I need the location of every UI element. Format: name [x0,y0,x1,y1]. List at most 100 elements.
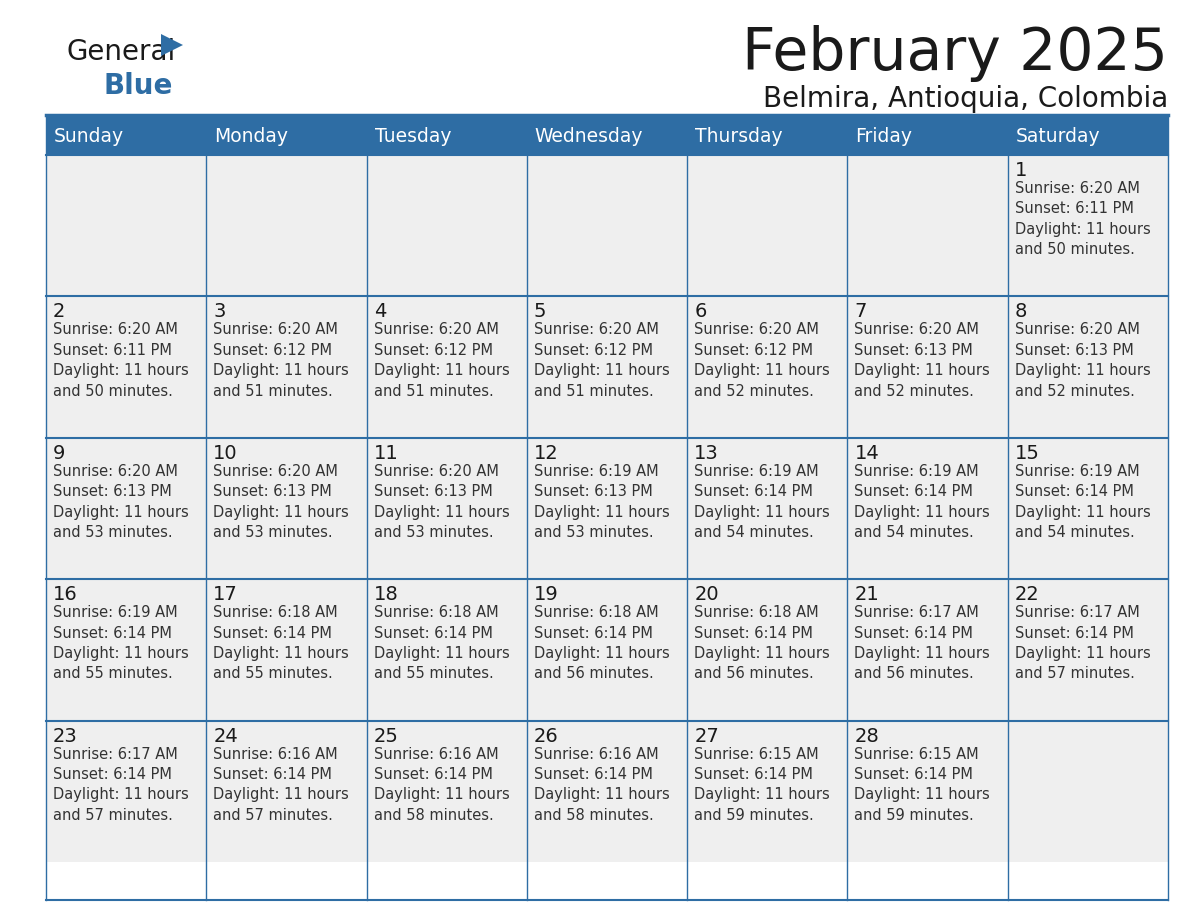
Text: 27: 27 [694,727,719,745]
Bar [687,438,847,579]
Bar [46,721,207,862]
Text: 5: 5 [533,302,546,321]
Text: 16: 16 [53,585,77,604]
Text: 28: 28 [854,727,879,745]
Text: 11: 11 [373,443,398,463]
Text: Sunrise: 6:16 AM
Sunset: 6:14 PM
Daylight: 11 hours
and 58 minutes.: Sunrise: 6:16 AM Sunset: 6:14 PM Dayligh… [533,746,670,823]
Text: Sunrise: 6:20 AM
Sunset: 6:13 PM
Daylight: 11 hours
and 52 minutes.: Sunrise: 6:20 AM Sunset: 6:13 PM Dayligh… [854,322,990,398]
Bar [526,721,687,862]
Text: Sunrise: 6:20 AM
Sunset: 6:13 PM
Daylight: 11 hours
and 53 minutes.: Sunrise: 6:20 AM Sunset: 6:13 PM Dayligh… [53,464,189,540]
Bar [46,297,207,438]
Text: Sunrise: 6:18 AM
Sunset: 6:14 PM
Daylight: 11 hours
and 55 minutes.: Sunrise: 6:18 AM Sunset: 6:14 PM Dayligh… [214,605,349,681]
Text: Belmira, Antioquia, Colombia: Belmira, Antioquia, Colombia [763,85,1168,113]
Text: Sunrise: 6:15 AM
Sunset: 6:14 PM
Daylight: 11 hours
and 59 minutes.: Sunrise: 6:15 AM Sunset: 6:14 PM Dayligh… [694,746,830,823]
Bar [847,579,1007,721]
Text: Sunrise: 6:20 AM
Sunset: 6:13 PM
Daylight: 11 hours
and 52 minutes.: Sunrise: 6:20 AM Sunset: 6:13 PM Dayligh… [1015,322,1150,398]
Bar [1007,721,1168,862]
Text: 15: 15 [1015,443,1040,463]
Bar [687,721,847,862]
Text: Sunrise: 6:18 AM
Sunset: 6:14 PM
Daylight: 11 hours
and 56 minutes.: Sunrise: 6:18 AM Sunset: 6:14 PM Dayligh… [533,605,670,681]
Text: Friday: Friday [855,127,912,145]
Bar [1007,155,1168,297]
Text: 19: 19 [533,585,558,604]
Bar [526,438,687,579]
Text: 14: 14 [854,443,879,463]
Text: 23: 23 [53,727,77,745]
Text: February 2025: February 2025 [742,25,1168,82]
Bar [847,297,1007,438]
Text: Sunrise: 6:18 AM
Sunset: 6:14 PM
Daylight: 11 hours
and 55 minutes.: Sunrise: 6:18 AM Sunset: 6:14 PM Dayligh… [373,605,510,681]
Text: 4: 4 [373,302,386,321]
Bar [207,438,367,579]
Text: 6: 6 [694,302,707,321]
Bar [46,438,207,579]
Text: 22: 22 [1015,585,1040,604]
Text: 8: 8 [1015,302,1028,321]
Text: 10: 10 [214,443,238,463]
Bar [687,297,847,438]
Text: Sunrise: 6:20 AM
Sunset: 6:12 PM
Daylight: 11 hours
and 51 minutes.: Sunrise: 6:20 AM Sunset: 6:12 PM Dayligh… [533,322,670,398]
Bar [46,579,207,721]
Bar [207,297,367,438]
Text: 17: 17 [214,585,238,604]
Polygon shape [162,34,183,56]
Text: 12: 12 [533,443,558,463]
Text: Sunrise: 6:17 AM
Sunset: 6:14 PM
Daylight: 11 hours
and 57 minutes.: Sunrise: 6:17 AM Sunset: 6:14 PM Dayligh… [53,746,189,823]
Text: Sunrise: 6:20 AM
Sunset: 6:12 PM
Daylight: 11 hours
and 51 minutes.: Sunrise: 6:20 AM Sunset: 6:12 PM Dayligh… [373,322,510,398]
Text: 2: 2 [53,302,65,321]
Text: Sunrise: 6:19 AM
Sunset: 6:14 PM
Daylight: 11 hours
and 54 minutes.: Sunrise: 6:19 AM Sunset: 6:14 PM Dayligh… [694,464,830,540]
Text: Thursday: Thursday [695,127,783,145]
Bar [367,579,526,721]
Text: Sunrise: 6:20 AM
Sunset: 6:11 PM
Daylight: 11 hours
and 50 minutes.: Sunrise: 6:20 AM Sunset: 6:11 PM Dayligh… [53,322,189,398]
Text: Sunrise: 6:17 AM
Sunset: 6:14 PM
Daylight: 11 hours
and 56 minutes.: Sunrise: 6:17 AM Sunset: 6:14 PM Dayligh… [854,605,990,681]
Bar [207,579,367,721]
Text: Tuesday: Tuesday [374,127,451,145]
Text: Sunrise: 6:19 AM
Sunset: 6:13 PM
Daylight: 11 hours
and 53 minutes.: Sunrise: 6:19 AM Sunset: 6:13 PM Dayligh… [533,464,670,540]
Text: Sunrise: 6:20 AM
Sunset: 6:13 PM
Daylight: 11 hours
and 53 minutes.: Sunrise: 6:20 AM Sunset: 6:13 PM Dayligh… [373,464,510,540]
Text: Sunrise: 6:15 AM
Sunset: 6:14 PM
Daylight: 11 hours
and 59 minutes.: Sunrise: 6:15 AM Sunset: 6:14 PM Dayligh… [854,746,990,823]
Bar [367,721,526,862]
Bar [1007,438,1168,579]
Text: Sunrise: 6:19 AM
Sunset: 6:14 PM
Daylight: 11 hours
and 54 minutes.: Sunrise: 6:19 AM Sunset: 6:14 PM Dayligh… [1015,464,1150,540]
Bar [847,155,1007,297]
Text: General: General [67,38,176,66]
Text: 1: 1 [1015,161,1028,180]
Bar [46,117,1168,155]
Bar [526,155,687,297]
Text: Sunday: Sunday [53,127,124,145]
Text: 26: 26 [533,727,558,745]
Text: 25: 25 [373,727,398,745]
Text: 9: 9 [53,443,65,463]
Bar [46,155,207,297]
Text: Sunrise: 6:16 AM
Sunset: 6:14 PM
Daylight: 11 hours
and 57 minutes.: Sunrise: 6:16 AM Sunset: 6:14 PM Dayligh… [214,746,349,823]
Bar [526,579,687,721]
Text: Sunrise: 6:17 AM
Sunset: 6:14 PM
Daylight: 11 hours
and 57 minutes.: Sunrise: 6:17 AM Sunset: 6:14 PM Dayligh… [1015,605,1150,681]
Bar [687,579,847,721]
Bar [207,155,367,297]
Text: 13: 13 [694,443,719,463]
Text: 24: 24 [214,727,238,745]
Text: Sunrise: 6:20 AM
Sunset: 6:13 PM
Daylight: 11 hours
and 53 minutes.: Sunrise: 6:20 AM Sunset: 6:13 PM Dayligh… [214,464,349,540]
Bar [367,297,526,438]
Text: Saturday: Saturday [1016,127,1100,145]
Text: Sunrise: 6:19 AM
Sunset: 6:14 PM
Daylight: 11 hours
and 54 minutes.: Sunrise: 6:19 AM Sunset: 6:14 PM Dayligh… [854,464,990,540]
Bar [367,438,526,579]
Text: 18: 18 [373,585,398,604]
Bar [687,155,847,297]
Text: Sunrise: 6:20 AM
Sunset: 6:12 PM
Daylight: 11 hours
and 51 minutes.: Sunrise: 6:20 AM Sunset: 6:12 PM Dayligh… [214,322,349,398]
Text: 20: 20 [694,585,719,604]
Text: Monday: Monday [214,127,289,145]
Text: 3: 3 [214,302,226,321]
Text: Sunrise: 6:20 AM
Sunset: 6:12 PM
Daylight: 11 hours
and 52 minutes.: Sunrise: 6:20 AM Sunset: 6:12 PM Dayligh… [694,322,830,398]
Text: Wednesday: Wednesday [535,127,644,145]
Text: Blue: Blue [105,72,173,100]
Bar [207,721,367,862]
Text: Sunrise: 6:20 AM
Sunset: 6:11 PM
Daylight: 11 hours
and 50 minutes.: Sunrise: 6:20 AM Sunset: 6:11 PM Dayligh… [1015,181,1150,257]
Text: Sunrise: 6:18 AM
Sunset: 6:14 PM
Daylight: 11 hours
and 56 minutes.: Sunrise: 6:18 AM Sunset: 6:14 PM Dayligh… [694,605,830,681]
Bar [847,721,1007,862]
Text: 7: 7 [854,302,867,321]
Text: Sunrise: 6:16 AM
Sunset: 6:14 PM
Daylight: 11 hours
and 58 minutes.: Sunrise: 6:16 AM Sunset: 6:14 PM Dayligh… [373,746,510,823]
Bar [847,438,1007,579]
Text: Sunrise: 6:19 AM
Sunset: 6:14 PM
Daylight: 11 hours
and 55 minutes.: Sunrise: 6:19 AM Sunset: 6:14 PM Dayligh… [53,605,189,681]
Bar [367,155,526,297]
